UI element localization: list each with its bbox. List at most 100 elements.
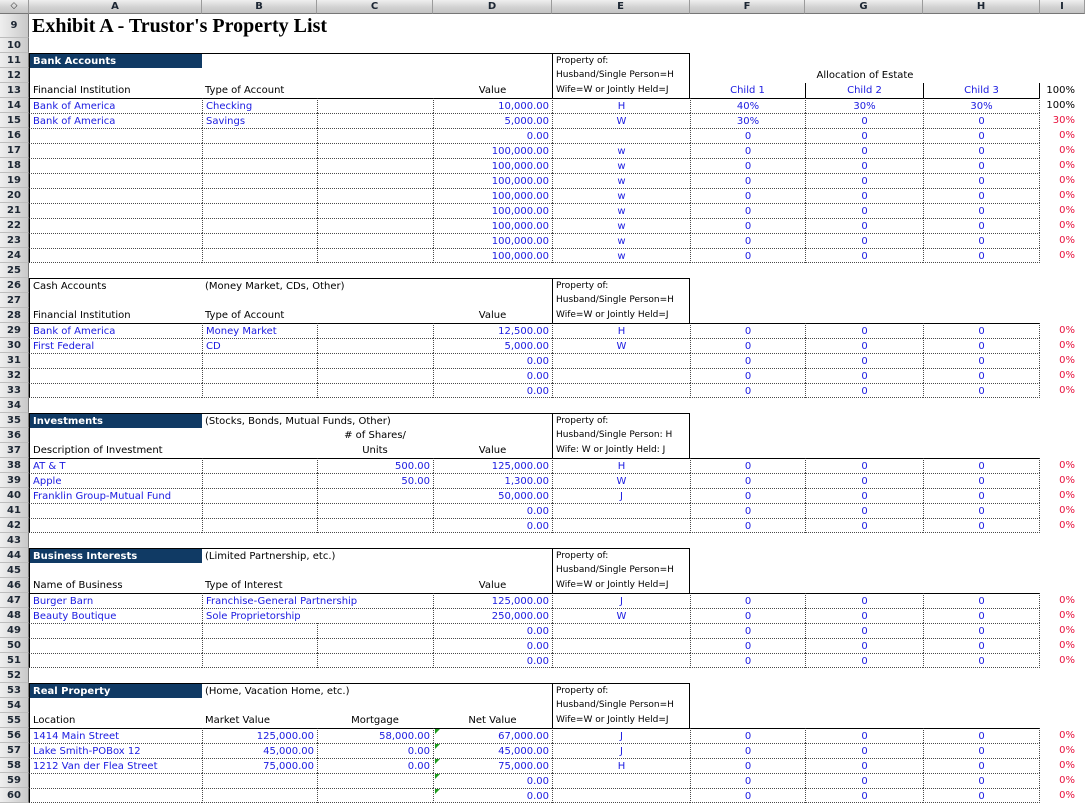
cell-F10[interactable] — [690, 38, 805, 53]
cell-I57[interactable]: 0% — [1059, 745, 1075, 756]
cell-A18[interactable] — [29, 158, 202, 173]
cell-I14[interactable]: 100% — [1046, 100, 1075, 111]
row-header-54[interactable]: 54 — [0, 698, 29, 713]
cell-F53[interactable] — [690, 683, 805, 698]
cell-G55[interactable] — [805, 713, 923, 728]
cell-E27[interactable]: Husband/Single Person=H — [552, 293, 690, 308]
row-header-55[interactable]: 55 — [0, 713, 29, 728]
cell-H17[interactable]: 0 — [923, 143, 1040, 158]
cell-F33[interactable]: 0 — [690, 383, 805, 398]
cell-D38[interactable]: 125,000.00 — [433, 458, 552, 473]
cell-H51[interactable]: 0 — [923, 653, 1040, 668]
cell-F28[interactable] — [690, 308, 805, 323]
cell-D33[interactable]: 0.00 — [433, 383, 552, 398]
cell-H54[interactable] — [923, 698, 1040, 713]
cell-B10[interactable] — [202, 38, 317, 53]
cell-I54[interactable] — [1040, 698, 1085, 713]
cell-I18[interactable]: 0% — [1059, 160, 1075, 171]
cell-B37[interactable] — [202, 443, 317, 458]
cell-E37[interactable]: Wife: W or Jointly Held: J — [552, 443, 690, 458]
row-header-59[interactable]: 59 — [0, 773, 29, 788]
cell-C27[interactable] — [317, 293, 433, 308]
cell-A32[interactable] — [29, 368, 202, 383]
cell-G13[interactable]: Child 2 — [805, 83, 923, 98]
cell-A15[interactable]: Bank of America — [29, 113, 202, 128]
cell-C33[interactable] — [317, 383, 433, 398]
cell-F26[interactable] — [690, 278, 805, 293]
cell-D10[interactable] — [433, 38, 552, 53]
cell-G57[interactable]: 0 — [805, 743, 923, 758]
cell-F22[interactable]: 0 — [690, 218, 805, 233]
cell-B25[interactable] — [202, 263, 317, 278]
cell-G16[interactable]: 0 — [805, 128, 923, 143]
cell-B15[interactable]: Savings — [202, 113, 317, 128]
cell-I10[interactable] — [1040, 38, 1085, 53]
cell-I31[interactable]: 0% — [1059, 355, 1075, 366]
cell-B32[interactable] — [202, 368, 317, 383]
cell-H18[interactable]: 0 — [923, 158, 1040, 173]
cell-A23[interactable] — [29, 233, 202, 248]
cell-B19[interactable] — [202, 173, 317, 188]
cell-A44[interactable]: Business Interests — [29, 548, 202, 563]
cell-C23[interactable] — [317, 233, 433, 248]
cell-D37[interactable]: Value — [478, 445, 507, 456]
cell-I53[interactable] — [1040, 683, 1085, 698]
row-header-27[interactable]: 27 — [0, 293, 29, 308]
cell-F21[interactable]: 0 — [690, 203, 805, 218]
cell-C55[interactable]: Mortgage — [351, 715, 399, 726]
cell-B55[interactable]: Market Value — [205, 715, 271, 726]
cell-H28[interactable] — [923, 308, 1040, 323]
cell-E9[interactable] — [552, 14, 690, 38]
cell-B54[interactable] — [202, 698, 317, 713]
cell-H60[interactable]: 0 — [923, 788, 1040, 803]
cell-I11[interactable] — [1040, 53, 1085, 68]
cell-F49[interactable]: 0 — [690, 623, 805, 638]
cell-I23[interactable]: 0% — [1059, 235, 1075, 246]
cell-B38[interactable] — [202, 458, 317, 473]
cell-C57[interactable]: 0.00 — [317, 743, 433, 758]
col-header-H[interactable]: H — [923, 0, 1040, 14]
cell-D44[interactable] — [433, 548, 552, 563]
cell-B35[interactable]: (Stocks, Bonds, Mutual Funds, Other) — [202, 413, 433, 428]
row-header-32[interactable]: 32 — [0, 368, 29, 383]
cell-C31[interactable] — [317, 353, 433, 368]
row-header-56[interactable]: 56 — [0, 728, 29, 743]
cell-E38[interactable]: H — [552, 458, 690, 473]
cell-A46[interactable]: Name of Business — [29, 578, 202, 593]
cell-I40[interactable]: 0% — [1059, 490, 1075, 501]
cell-E22[interactable]: w — [552, 218, 690, 233]
cell-F41[interactable]: 0 — [690, 503, 805, 518]
cell-A19[interactable] — [29, 173, 202, 188]
cell-A53[interactable]: Real Property — [29, 683, 202, 698]
cell-F56[interactable]: 0 — [690, 728, 805, 743]
cell-H46[interactable] — [923, 578, 1040, 593]
cell-D39[interactable]: 1,300.00 — [433, 473, 552, 488]
cell-F46[interactable] — [690, 578, 805, 593]
cell-A10[interactable] — [29, 38, 202, 53]
cell-F29[interactable]: 0 — [690, 323, 805, 338]
cell-A41[interactable] — [29, 503, 202, 518]
cell-E12[interactable]: Husband/Single Person=H — [552, 68, 690, 83]
cell-E17[interactable]: w — [552, 143, 690, 158]
cell-A12[interactable] — [29, 68, 202, 83]
cell-G19[interactable]: 0 — [805, 173, 923, 188]
cell-G42[interactable]: 0 — [805, 518, 923, 533]
cell-F42[interactable]: 0 — [690, 518, 805, 533]
cell-B60[interactable] — [202, 788, 317, 803]
cell-F13[interactable]: Child 1 — [730, 85, 765, 96]
cell-F50[interactable]: 0 — [690, 638, 805, 653]
cell-F16[interactable]: 0 — [690, 128, 805, 143]
cell-A59[interactable] — [29, 773, 202, 788]
cell-C49[interactable] — [317, 623, 433, 638]
cell-C21[interactable] — [317, 203, 433, 218]
cell-D49[interactable]: 0.00 — [433, 623, 552, 638]
cell-I28[interactable] — [1040, 308, 1085, 323]
cell-B36[interactable] — [202, 428, 317, 443]
cell-D45[interactable] — [433, 563, 552, 578]
cell-A54[interactable] — [29, 698, 202, 713]
cell-A9[interactable]: Exhibit A - Trustor's Property List — [32, 15, 328, 37]
cell-H41[interactable]: 0 — [923, 503, 1040, 518]
cell-A60[interactable] — [29, 788, 202, 803]
cell-G27[interactable] — [805, 293, 923, 308]
cell-I13[interactable]: 100% — [1046, 85, 1075, 96]
